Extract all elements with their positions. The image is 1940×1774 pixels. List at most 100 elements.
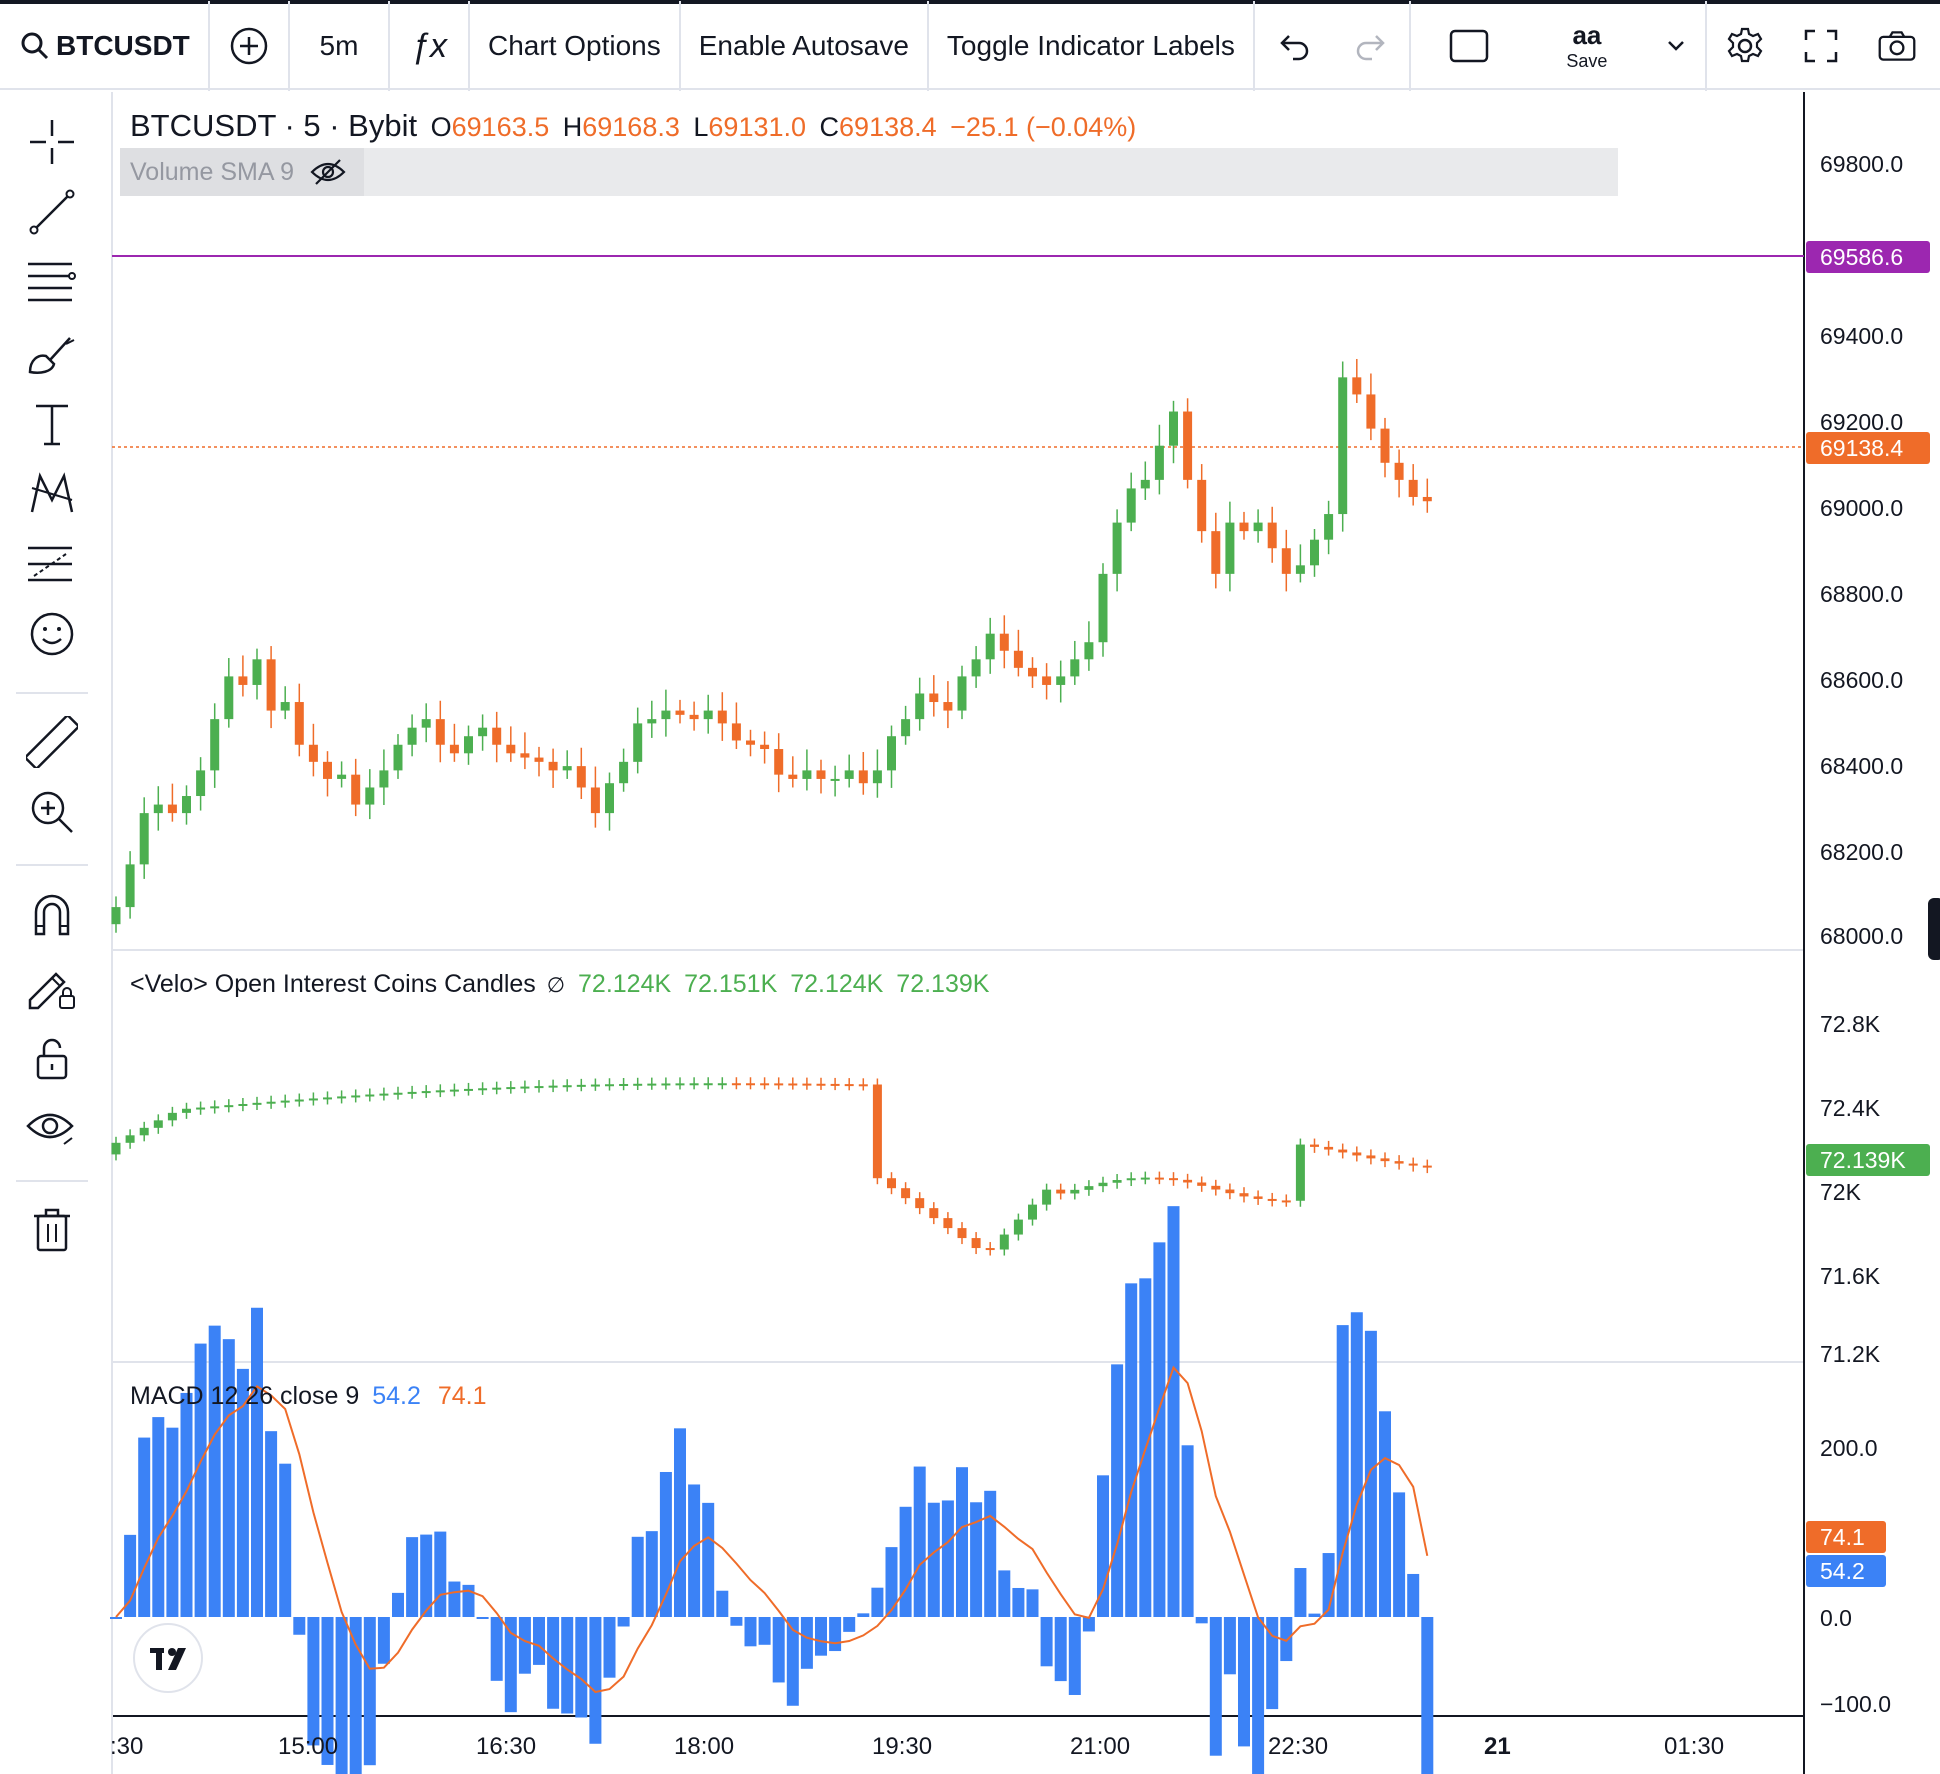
oi-body	[816, 1083, 826, 1086]
candle-body	[1352, 377, 1362, 395]
toolbar-divider	[16, 864, 88, 866]
oi-body	[1070, 1189, 1080, 1194]
undo-button[interactable]	[1255, 1, 1333, 91]
fib-tool[interactable]	[26, 256, 78, 308]
macd-signal-line	[115, 1365, 1429, 1694]
enable-autosave-button[interactable]: Enable Autosave	[681, 1, 929, 91]
camera-icon	[1878, 31, 1916, 61]
lock-drawing-tool[interactable]	[26, 960, 78, 1012]
crosshair-tool[interactable]	[26, 116, 78, 168]
panel-collapse-handle[interactable]	[1928, 898, 1940, 960]
magnet-tool[interactable]	[26, 888, 78, 940]
oi-body	[1154, 1177, 1164, 1180]
fullscreen-box-button[interactable]	[1411, 1, 1527, 91]
visibility-tool[interactable]	[26, 1102, 78, 1154]
candle-body	[1013, 650, 1023, 668]
time-tick: 01:30	[1664, 1733, 1724, 1760]
zoom-tool[interactable]	[26, 786, 78, 838]
candle-body	[1154, 445, 1164, 480]
price-tick: 68200.0	[1820, 839, 1903, 865]
pattern-tool[interactable]	[26, 468, 78, 520]
candle-body	[1056, 676, 1066, 685]
chart-options-button[interactable]: Chart Options	[470, 1, 681, 91]
macd-bar	[1266, 1617, 1279, 1710]
macd-bar	[110, 1617, 122, 1619]
legend-change: −25.1 (−0.04%)	[950, 112, 1137, 142]
candle-body	[294, 702, 304, 745]
candle-body	[1366, 394, 1376, 429]
ruler-tool[interactable]	[26, 716, 78, 768]
alert-price-tag[interactable]	[1806, 241, 1930, 273]
oi-legend[interactable]: <Velo> Open Interest Coins Candles ∅ 72.…	[130, 970, 989, 999]
time-axis[interactable]: :30 15:00 16:30 18:00 19:30 21:00 22:30 …	[110, 1733, 1724, 1760]
trend-line-tool[interactable]	[26, 186, 78, 238]
compare-button[interactable]	[210, 1, 290, 91]
screenshot-button[interactable]	[1859, 1, 1935, 91]
pattern-icon	[30, 472, 74, 513]
remove-drawings-tool[interactable]	[26, 1204, 78, 1256]
gear-icon	[1727, 27, 1763, 63]
toggle-indicator-labels-button[interactable]: Toggle Indicator Labels	[929, 1, 1255, 91]
candle-body	[139, 813, 149, 865]
brush-icon	[28, 337, 75, 374]
candle-body	[703, 710, 713, 720]
forecast-tool[interactable]	[26, 538, 78, 590]
oi-body	[1422, 1165, 1432, 1168]
macd-bar	[1153, 1242, 1166, 1617]
main-legend[interactable]: BTCUSDT · 5 · Bybit O69163.5 H69168.3 L6…	[130, 108, 1136, 144]
magnet-icon	[34, 894, 70, 936]
oi-axis[interactable]: 72.8K 72.4K 72K 71.6K 71.2K	[1820, 1011, 1881, 1367]
oi-body	[999, 1234, 1009, 1250]
legend-open: 69163.5	[451, 112, 550, 142]
candle-body	[675, 710, 685, 715]
tradingview-logo[interactable]	[133, 1623, 203, 1693]
macd-bar	[1181, 1445, 1194, 1617]
macd-bar	[1238, 1617, 1250, 1747]
candle-body	[661, 710, 671, 720]
macd-bar	[208, 1325, 221, 1617]
candle-body	[492, 727, 502, 745]
fullscreen-button[interactable]	[1783, 1, 1859, 91]
indicators-button[interactable]: ƒx	[390, 1, 470, 91]
text-tool[interactable]	[26, 398, 78, 450]
candle-body	[830, 778, 840, 781]
emoji-tool[interactable]	[26, 608, 78, 660]
volume-legend-row[interactable]: Volume SMA 9	[120, 148, 1618, 196]
candle-body	[1197, 479, 1207, 532]
oi-tick: 72K	[1820, 1179, 1862, 1205]
redo-button[interactable]	[1333, 1, 1411, 91]
layout-dropdown[interactable]	[1647, 1, 1707, 91]
macd-bar	[547, 1617, 560, 1709]
symbol-search[interactable]: BTCUSDT	[0, 1, 210, 91]
candle-body	[1310, 539, 1319, 566]
macd-axis[interactable]: 200.0 0.0 −100.0	[1820, 1435, 1891, 1717]
price-tick: 68000.0	[1820, 923, 1903, 949]
price-axis[interactable]: 69800.0 69400.0 69200.0 69000.0 68800.0 …	[1820, 151, 1903, 949]
interval-button[interactable]: 5m	[290, 1, 390, 91]
brush-tool[interactable]	[26, 328, 78, 380]
macd-bar	[307, 1617, 320, 1746]
candle-body	[562, 766, 572, 771]
oi-body	[1028, 1204, 1037, 1220]
candle-body	[971, 659, 981, 677]
macd-legend[interactable]: MACD 12 26 close 9 54.2 74.1	[130, 1382, 487, 1411]
layout-save-button[interactable]: aa Save	[1527, 1, 1647, 91]
macd-bar	[800, 1617, 813, 1669]
candle-body	[1211, 531, 1221, 574]
candle-body	[224, 676, 234, 720]
macd-bar	[631, 1536, 644, 1617]
unlock-tool[interactable]	[26, 1032, 78, 1084]
candle-body	[1239, 522, 1249, 532]
oi-body	[1366, 1155, 1376, 1159]
oi-low: 72.124K	[790, 970, 884, 998]
macd-bar	[674, 1428, 686, 1617]
eye-hidden-icon[interactable]	[310, 158, 346, 186]
candle-body	[1070, 659, 1080, 677]
macd-bar	[1322, 1553, 1335, 1617]
candle-body	[365, 787, 375, 805]
candle-body	[1281, 548, 1291, 574]
macd-bar	[1026, 1589, 1039, 1617]
candle-body	[506, 744, 516, 754]
settings-button[interactable]	[1707, 1, 1783, 91]
